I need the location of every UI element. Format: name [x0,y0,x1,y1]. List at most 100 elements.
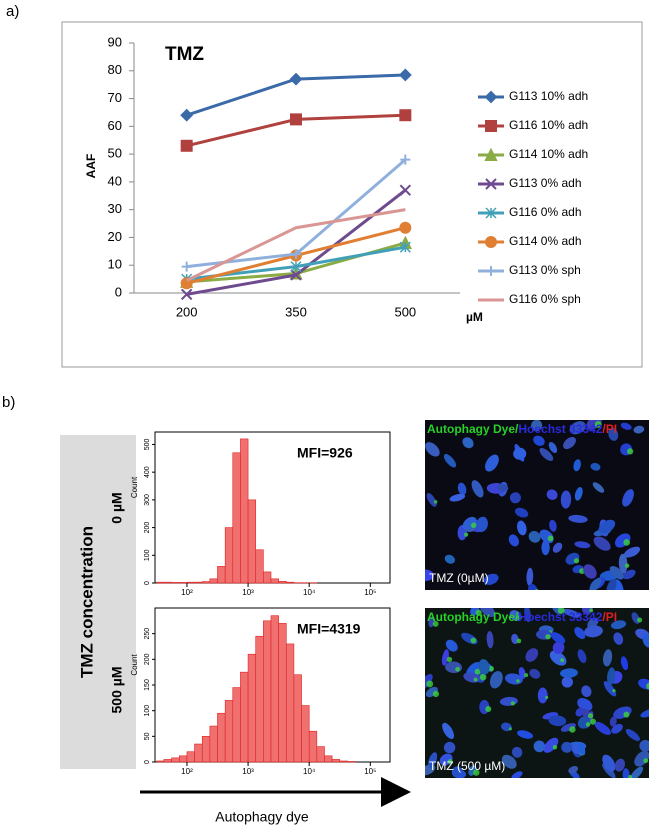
marker [180,288,193,301]
cell [609,565,624,580]
image-bg [425,420,649,590]
histogram-bar [316,746,325,763]
x-tick-label: 10⁴ [303,588,316,597]
y-tick-label: 40 [108,173,122,188]
histogram-bar [255,549,264,584]
cell [451,766,463,778]
cell [489,670,503,689]
cell-green [623,539,631,546]
x-tick-label: 350 [285,304,307,319]
panel-label: b) [2,394,15,411]
legend-label: G116 10% adh [509,118,588,132]
x-axis-label: Autophagy dye [215,809,309,825]
cell [578,743,586,756]
histogram-bar [224,700,234,763]
histogram-bar [179,582,188,584]
group-label: 0 µM [109,492,125,523]
cell [577,649,587,664]
cell [486,631,494,649]
cell-green [516,638,522,644]
x-tick-label: 10⁴ [303,767,316,776]
cell [548,441,558,453]
cell [590,462,601,471]
cell [606,579,617,590]
cell [639,739,649,752]
cell-green [624,563,630,568]
cell [485,454,499,472]
cell-green [628,774,633,778]
cell [511,771,523,778]
cell [603,681,617,697]
y-axis-label: Count [130,476,139,498]
cell [584,625,603,638]
cell-green [589,608,594,613]
cell [533,435,545,446]
histogram-bar [301,705,310,763]
legend-label: G113 0% adh [509,176,582,190]
cell-green [473,677,478,682]
cell [552,641,565,655]
stain-label: Autophagy Dye/Hoechst 33342/PI [427,422,617,436]
histogram-bar [224,527,234,584]
cell [625,729,640,741]
histogram-bar [201,736,211,763]
marker [400,154,411,165]
x-tick-label: 500 [394,304,416,319]
cell [642,633,649,648]
histogram-bar [232,452,241,584]
cell [457,482,467,496]
histogram-bar [156,760,165,763]
cell [518,667,526,680]
histogram-bar [339,760,348,763]
cell [550,632,566,644]
y-tick-label: 60 [108,118,122,133]
stain-label: Autophagy Dye/Hoechst 33342/PI [427,610,617,624]
cell [501,754,517,769]
x-tick-label: 200 [176,304,198,319]
y-tick-label: 500 [144,439,151,451]
cell [425,442,440,457]
cell [568,514,588,523]
cell [426,493,437,507]
marker [399,221,412,234]
cell [552,542,563,553]
y-tick-label: 0 [144,760,151,764]
panel-label: a) [6,3,19,20]
y-tick-label: 50 [108,146,122,161]
y-tick-label: 150 [144,679,151,691]
stain-part: Autophagy Dye/ [427,422,519,436]
histogram-bar [171,582,180,584]
cell [589,577,602,590]
y-tick-label: 30 [108,201,122,216]
cell [428,752,438,768]
cell [610,620,627,630]
cell [618,553,628,574]
histogram-bar [308,730,318,763]
marker [290,269,302,281]
y-tick-label: 200 [144,653,151,665]
cell-green [516,679,520,683]
cell [562,608,582,618]
cell-green [589,718,597,725]
y-tick-label: 200 [144,522,151,534]
cell [526,567,534,586]
cell-green [547,535,554,542]
cell [514,507,529,518]
histogram-bar [186,751,195,763]
histogram-bar [278,581,287,584]
cell [622,768,630,778]
cell [593,536,611,551]
image-caption: TMZ (0µM) [429,571,489,585]
cell-green [470,637,477,644]
cell-green [585,722,591,727]
cell-green [646,682,649,690]
cell [563,436,576,450]
stain-part: Autophagy Dye/ [427,610,519,624]
cell-green [485,705,492,713]
x-tick-label: 10² [181,588,193,597]
cell-green [447,759,453,765]
cell [560,723,576,732]
annotation: MFI=4319 [297,621,361,637]
stain-part: Hoechst 33342 [518,422,602,436]
